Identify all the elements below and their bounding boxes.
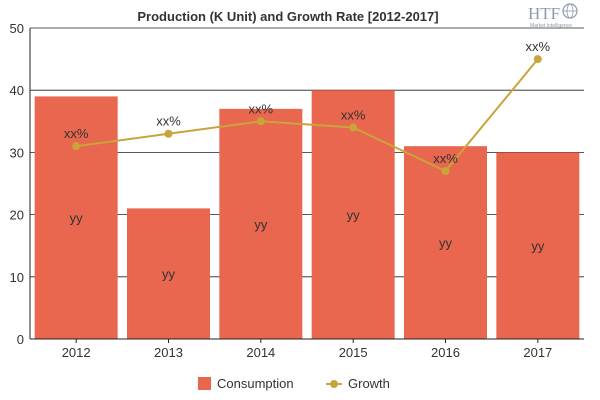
bar-data-label: yy: [439, 236, 453, 251]
bar: [496, 152, 580, 339]
y-tick-label: 0: [17, 332, 24, 347]
x-tick-label: 2016: [431, 345, 460, 360]
legend-label-consumption: Consumption: [217, 376, 294, 391]
growth-data-label: xx%: [249, 101, 274, 116]
y-tick-label: 10: [10, 270, 24, 285]
logo-text: HTF: [528, 4, 560, 23]
bar: [34, 96, 118, 339]
logo-subtext: Market Intelligence: [530, 23, 572, 29]
bar-data-label: yy: [347, 208, 361, 223]
legend: Consumption Growth: [198, 376, 390, 391]
y-tick-label: 30: [10, 145, 24, 160]
gridlines: [30, 27, 584, 278]
growth-point: [72, 142, 81, 151]
axes: 0 10 20 30 40 50 2012 2013 2014 2015 2016 2017: [10, 21, 584, 360]
growth-data-label: xx%: [526, 39, 551, 54]
growth-point: [349, 123, 358, 132]
growth-line: xx% xx% xx% xx% xx% xx%: [64, 39, 551, 176]
x-tick-label: 2014: [246, 345, 275, 360]
bar-data-label: yy: [70, 211, 84, 226]
growth-point: [164, 129, 173, 138]
bar: [311, 90, 395, 339]
growth-data-label: xx%: [156, 114, 181, 129]
bar-data-label: yy: [531, 239, 545, 254]
y-tick-label: 40: [10, 83, 24, 98]
bar: [404, 146, 487, 339]
bar: [127, 208, 210, 339]
bar-data-label: yy: [162, 267, 176, 282]
legend-swatch-consumption: [198, 377, 211, 390]
chart-title: Production (K Unit) and Growth Rate [201…: [137, 9, 438, 24]
x-tick-label: 2013: [154, 345, 183, 360]
y-tick-label: 20: [10, 208, 24, 223]
bar-labels: yy yy yy yy yy yy: [70, 208, 545, 282]
x-tick-label: 2017: [523, 345, 552, 360]
growth-data-label: xx%: [64, 126, 89, 141]
growth-point: [256, 117, 265, 126]
growth-line-path: [76, 58, 539, 173]
legend-label-growth: Growth: [348, 376, 390, 391]
bars: [34, 90, 580, 339]
growth-point: [533, 55, 542, 64]
growth-data-label: xx%: [341, 108, 366, 123]
legend-marker-growth: [330, 380, 338, 388]
growth-data-label: xx%: [433, 151, 458, 166]
bar: [219, 108, 303, 339]
x-tick-label: 2015: [339, 345, 368, 360]
x-tick-label: 2012: [62, 345, 91, 360]
growth-point: [441, 167, 450, 176]
y-tick-label: 50: [10, 21, 24, 36]
logo: HTF Market Intelligence: [528, 3, 578, 29]
bar-data-label: yy: [254, 217, 268, 232]
